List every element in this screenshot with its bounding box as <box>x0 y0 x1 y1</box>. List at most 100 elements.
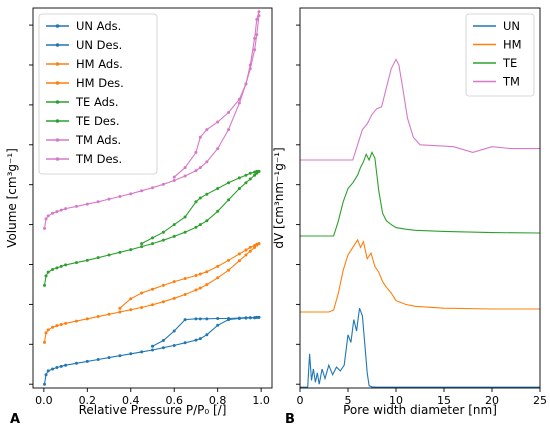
data-point <box>194 338 198 342</box>
data-point <box>237 101 241 105</box>
data-point <box>227 268 231 272</box>
data-point <box>51 267 55 271</box>
x-tick-label: 10 <box>389 394 403 407</box>
data-point <box>255 33 259 37</box>
panel-letter: B <box>285 412 295 427</box>
data-point <box>151 303 154 307</box>
data-point <box>74 261 78 265</box>
data-point <box>140 189 144 193</box>
data-point <box>96 256 100 260</box>
data-point <box>244 181 248 185</box>
data-point <box>59 264 63 268</box>
legend: UN Ads. UN Des. HM Ads. HM Des. TE Ads. TE De… <box>38 13 158 175</box>
data-point <box>151 348 154 352</box>
legend-label: UN <box>503 19 520 33</box>
data-point <box>161 230 165 234</box>
data-point <box>85 317 89 321</box>
data-point <box>55 210 59 214</box>
data-point <box>59 323 63 327</box>
legend-label: HM Ads. <box>76 57 123 71</box>
x-tick-label: 0.4 <box>122 394 140 407</box>
data-point <box>44 217 48 221</box>
data-point <box>59 208 63 212</box>
data-point <box>253 48 257 52</box>
data-point <box>118 354 122 358</box>
x-axis-label: Relative Pressure P/P₀ [/] <box>79 403 227 417</box>
data-point <box>237 97 241 101</box>
data-point <box>51 211 55 215</box>
data-point <box>55 324 59 328</box>
data-point <box>198 135 202 139</box>
series-line-a-un-des- <box>152 316 259 347</box>
data-point <box>151 242 154 246</box>
data-point <box>55 365 59 369</box>
data-point <box>51 367 55 371</box>
series-line-b-un <box>300 308 540 388</box>
data-point <box>74 361 78 365</box>
data-point <box>244 82 248 86</box>
data-point <box>44 331 48 335</box>
data-point <box>64 207 68 211</box>
data-point <box>118 250 122 254</box>
data-point <box>183 277 187 281</box>
data-point <box>64 321 68 325</box>
data-point <box>43 283 47 287</box>
data-point <box>244 253 248 257</box>
data-point <box>151 186 154 190</box>
data-point <box>172 234 176 238</box>
legend-label: TM Ads. <box>75 133 121 147</box>
data-point <box>194 225 198 229</box>
data-point <box>129 352 133 356</box>
data-point <box>198 272 202 276</box>
data-point <box>198 196 202 200</box>
data-point <box>244 173 248 177</box>
x-tick-label: 0.8 <box>209 394 227 407</box>
data-point <box>194 317 198 321</box>
data-point <box>216 276 220 280</box>
data-point <box>183 215 187 219</box>
data-point <box>248 245 252 249</box>
legend: UN HM TE TM <box>465 13 535 97</box>
panel-b: 0 5 10 15 20 25 Pore width diameter [nm] dV [cm… <box>272 7 547 427</box>
data-point <box>227 316 231 320</box>
data-point <box>96 315 100 319</box>
data-point <box>227 181 231 185</box>
data-point <box>194 200 198 204</box>
data-point <box>96 200 100 204</box>
data-point <box>248 316 252 320</box>
data-point <box>74 204 78 208</box>
data-point <box>205 270 209 274</box>
data-point <box>151 287 154 291</box>
data-point <box>205 128 209 132</box>
data-point <box>237 187 241 190</box>
series-line-a-te-des- <box>141 170 259 245</box>
data-point <box>46 214 50 218</box>
data-point <box>244 248 248 252</box>
panel-a: 0.0 0.2 0.4 0.6 0.8 1.0 Relative Pressure P/P₀… <box>5 7 273 427</box>
data-point <box>107 312 111 316</box>
data-point <box>107 253 111 257</box>
data-point <box>198 223 202 227</box>
data-point <box>44 373 48 377</box>
x-axis-label: Pore width diameter [nm] <box>343 403 497 417</box>
series-line-b-te <box>300 151 541 237</box>
data-point <box>248 63 252 67</box>
data-point <box>194 274 198 278</box>
data-point <box>46 369 50 373</box>
legend-marker <box>55 43 60 47</box>
data-point <box>183 293 187 297</box>
series-line-a-hm-ads- <box>43 243 260 343</box>
data-point <box>198 166 202 170</box>
data-point <box>151 236 154 240</box>
x-tick-label: 15 <box>437 394 451 407</box>
data-point <box>129 248 133 252</box>
data-point <box>194 169 198 173</box>
legend-label: HM Des. <box>76 76 124 90</box>
data-point <box>205 317 209 321</box>
data-point <box>248 177 252 181</box>
data-point <box>129 192 133 196</box>
x-tick-label: 25 <box>533 394 547 407</box>
data-point <box>255 169 259 173</box>
data-point <box>172 343 176 347</box>
